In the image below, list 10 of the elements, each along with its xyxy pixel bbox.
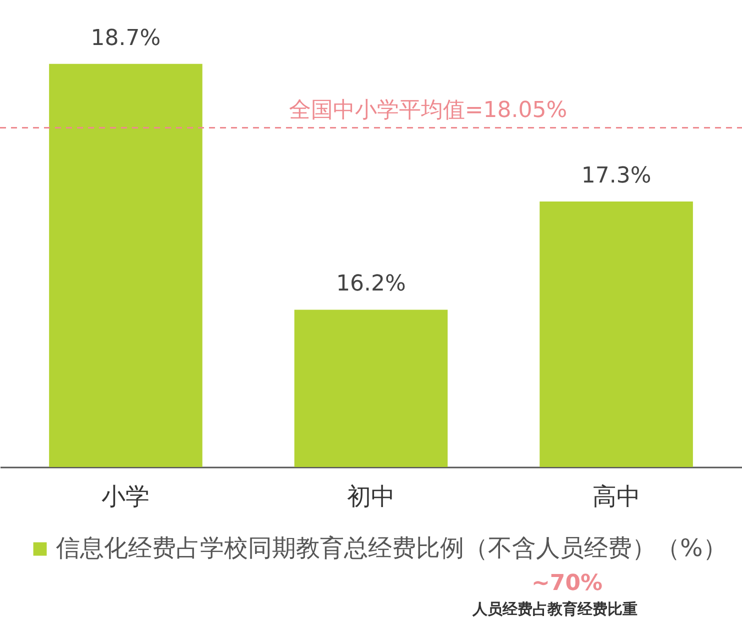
text: ~70% [531, 571, 603, 596]
text: 人员经费占教育经费比重 [472, 600, 638, 618]
legend-label: 信息化经费占学校同期教育总经费比例（不含人员经费）（%） [56, 534, 727, 562]
x-tick-label: 初中 [347, 482, 395, 510]
data-label: 16.2% [336, 272, 406, 297]
ref-line-label: 全国中小学平均值=18.05% [288, 98, 568, 123]
data-label: 17.3% [581, 164, 652, 189]
x-tick-label: 高中 [592, 482, 640, 510]
x-tick-label: 小学 [102, 482, 150, 510]
data-label: 18.7% [90, 26, 161, 51]
